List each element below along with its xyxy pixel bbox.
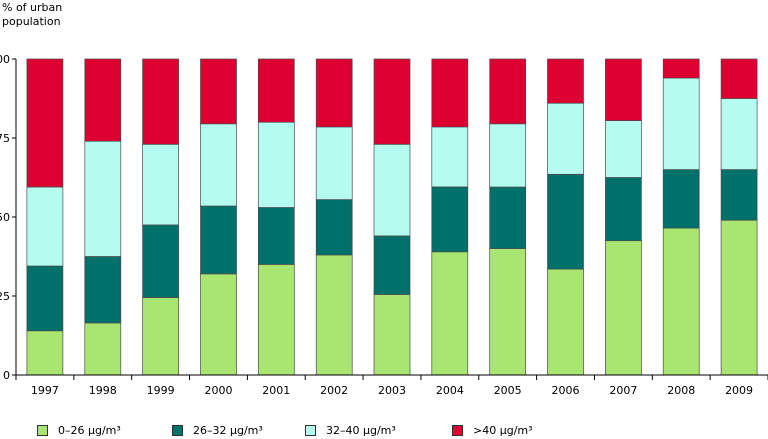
bar-1999-series-2: [142, 143, 179, 226]
x-tick-label-2001: 2001: [262, 384, 290, 397]
bar-2003-series-0: [373, 294, 411, 376]
x-tick-label-2006: 2006: [552, 384, 580, 397]
bar-2008-series-1: [662, 169, 700, 229]
bar-1998-series-0: [84, 322, 122, 376]
bar-2009-series-2: [720, 98, 758, 170]
bar-2001-series-2: [257, 121, 295, 208]
x-tick-label-2009: 2009: [725, 384, 753, 397]
bar-2000-series-2: [200, 123, 237, 207]
legend-item-1: 26–32 µg/m³: [172, 424, 263, 437]
bar-1999-series-1: [142, 224, 179, 298]
legend-swatch-0: [37, 425, 48, 436]
y-tick-label-25: 25: [0, 290, 10, 303]
bar-2008-series-3: [662, 58, 700, 79]
x-tick-label-2004: 2004: [436, 384, 464, 397]
legend: 0–26 µg/m³ 26–32 µg/m³ 32–40 µg/m³ >40 µ…: [0, 424, 768, 438]
bar-2005-series-1: [489, 186, 527, 249]
bar-1999-series-3: [142, 58, 179, 145]
bar-2006-series-0: [547, 268, 584, 376]
axes-group: 1997 1998 1999 2000 2001 2002 2003 2004 2005 2006…: [0, 53, 768, 397]
stacked-bar-chart: 1997 1998 1999 2000 2001 2002 2003 2004 2005 2006…: [0, 53, 768, 397]
bar-2002-series-1: [315, 199, 353, 256]
legend-swatch-3: [452, 425, 463, 436]
y-tick-label-50: 50: [0, 211, 10, 224]
bar-2001-series-1: [257, 207, 295, 265]
bar-2000-series-1: [200, 205, 237, 275]
bar-2007-series-0: [605, 240, 642, 376]
bar-1997-series-1: [26, 265, 64, 332]
legend-item-2: 32–40 µg/m³: [305, 424, 396, 437]
bar-2005-series-3: [489, 58, 527, 125]
bar-2001-series-0: [257, 264, 295, 376]
legend-label-3: >40 µg/m³: [473, 424, 533, 437]
bar-1997-series-0: [26, 330, 64, 376]
bar-2004-series-3: [431, 58, 469, 128]
bar-2000-series-3: [200, 58, 237, 125]
bar-1997-series-3: [26, 58, 64, 188]
bar-2004-series-1: [431, 186, 469, 253]
bar-2007-series-3: [605, 58, 642, 121]
legend-label-2: 32–40 µg/m³: [326, 424, 396, 437]
bar-2009-series-3: [720, 58, 758, 99]
bar-2002-series-0: [315, 254, 353, 376]
bar-2002-series-2: [315, 126, 353, 200]
bar-2006-series-1: [547, 173, 584, 270]
bars-group: [26, 58, 758, 376]
bar-2003-series-3: [373, 58, 411, 145]
x-tick-label-2000: 2000: [204, 384, 232, 397]
legend-swatch-2: [305, 425, 316, 436]
bar-2006-series-3: [547, 58, 584, 104]
x-tick-label-2008: 2008: [667, 384, 695, 397]
bar-2007-series-1: [605, 177, 642, 242]
x-tick-label-1997: 1997: [31, 384, 59, 397]
bar-2008-series-0: [662, 227, 700, 376]
bar-1998-series-2: [84, 140, 122, 257]
bar-2007-series-2: [605, 120, 642, 178]
y-axis-label: % of urban population: [2, 1, 63, 28]
bar-2009-series-0: [720, 219, 758, 376]
legend-label-0: 0–26 µg/m³: [58, 424, 121, 437]
bar-2008-series-2: [662, 77, 700, 170]
bar-2005-series-2: [489, 123, 527, 188]
x-tick-label-2007: 2007: [609, 384, 637, 397]
bar-1998-series-1: [84, 256, 122, 324]
bar-1997-series-2: [26, 186, 64, 267]
bar-2003-series-1: [373, 235, 411, 295]
legend-item-0: 0–26 µg/m³: [37, 424, 121, 437]
bar-2004-series-2: [431, 126, 469, 188]
bar-2009-series-1: [720, 169, 758, 221]
bar-1998-series-3: [84, 58, 122, 142]
y-tick-label-100: 100: [0, 53, 10, 66]
bar-2003-series-2: [373, 143, 411, 237]
y-tick-label-75: 75: [0, 132, 10, 145]
legend-swatch-1: [172, 425, 183, 436]
bar-2000-series-0: [200, 273, 237, 376]
bar-2005-series-0: [489, 248, 527, 376]
legend-item-3: >40 µg/m³: [452, 424, 533, 437]
x-tick-label-2005: 2005: [494, 384, 522, 397]
y-tick-label-0: 0: [3, 369, 10, 382]
x-tick-label-2002: 2002: [320, 384, 348, 397]
bar-2006-series-2: [547, 102, 584, 175]
bar-1999-series-0: [142, 297, 179, 376]
x-tick-label-1998: 1998: [89, 384, 117, 397]
x-tick-label-2003: 2003: [378, 384, 406, 397]
bar-2002-series-3: [315, 58, 353, 128]
bar-2004-series-0: [431, 251, 469, 376]
legend-label-1: 26–32 µg/m³: [193, 424, 263, 437]
x-tick-label-1999: 1999: [147, 384, 175, 397]
bar-2001-series-3: [257, 58, 295, 123]
